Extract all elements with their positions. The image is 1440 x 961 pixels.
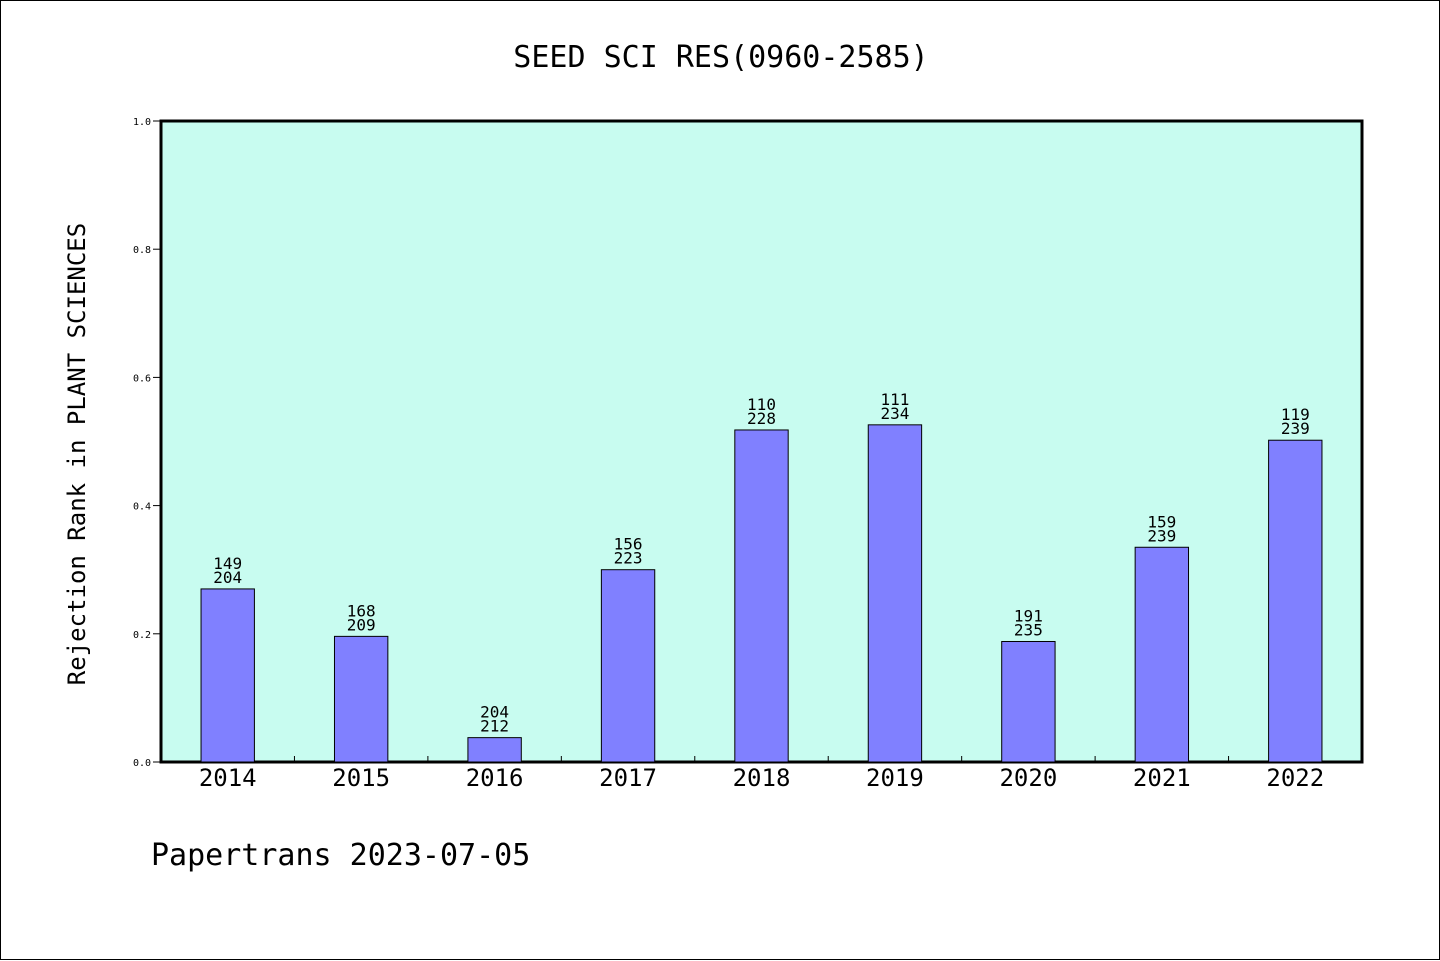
bar	[867, 424, 923, 763]
bars: 1492041682092042121562231102281112341912…	[200, 390, 1323, 763]
y-axis: 0.0 0.2 0.4 0.6 0.8 1.0	[133, 117, 161, 769]
y-tick-label: 1.0	[133, 117, 151, 128]
data-label-bottom: 239	[1147, 526, 1176, 545]
data-label-top: 119	[1281, 405, 1310, 424]
bar	[1001, 640, 1056, 763]
data-label-top: 159	[1147, 512, 1176, 531]
bar	[467, 737, 522, 763]
x-tick-label: 2014	[199, 764, 257, 792]
bar	[1134, 546, 1190, 763]
x-tick-label: 2019	[866, 764, 924, 792]
y-tick-label: 0.0	[133, 758, 151, 769]
data-label-top: 111	[880, 390, 909, 409]
data-label-top: 156	[614, 535, 643, 554]
data-label-bottom: 223	[614, 549, 643, 568]
data-label-top: 204	[480, 703, 509, 722]
y-tick-label: 0.4	[133, 502, 151, 513]
x-tick-label: 2017	[599, 764, 657, 792]
data-label-top: 110	[747, 395, 776, 414]
data-label-bottom: 209	[347, 615, 376, 634]
data-label-bottom: 228	[747, 409, 776, 428]
data-label-bottom: 234	[880, 404, 909, 423]
y-tick-label: 0.8	[133, 245, 151, 256]
bar	[734, 429, 789, 763]
x-tick-label: 2020	[999, 764, 1057, 792]
x-tick-label: 2021	[1133, 764, 1191, 792]
y-axis-label: Rejection Rank in PLANT SCIENCES	[63, 223, 91, 685]
data-label-bottom: 204	[213, 568, 242, 587]
bar	[333, 635, 389, 763]
bar	[600, 569, 656, 763]
y-tick-label: 0.6	[133, 373, 151, 384]
y-tick-label: 0.2	[133, 630, 151, 641]
x-tick-label: 2022	[1266, 764, 1324, 792]
x-axis: 2014 2015 2016 2017 2018 2019 2020 2021 2022	[199, 756, 1324, 792]
data-label-bottom: 239	[1281, 419, 1310, 438]
x-tick-label: 2015	[332, 764, 390, 792]
data-label-top: 168	[347, 601, 376, 620]
bar	[1268, 439, 1323, 763]
bar	[200, 588, 255, 763]
data-label-bottom: 235	[1014, 620, 1043, 639]
chart-title: SEED SCI RES(0960-2585)	[513, 40, 928, 75]
data-label-top: 191	[1014, 606, 1043, 625]
x-tick-label: 2018	[733, 764, 791, 792]
data-label-top: 149	[213, 554, 242, 573]
data-label-bottom: 212	[480, 717, 509, 736]
footer-text: Papertrans 2023-07-05	[151, 838, 530, 873]
x-tick-label: 2016	[466, 764, 524, 792]
